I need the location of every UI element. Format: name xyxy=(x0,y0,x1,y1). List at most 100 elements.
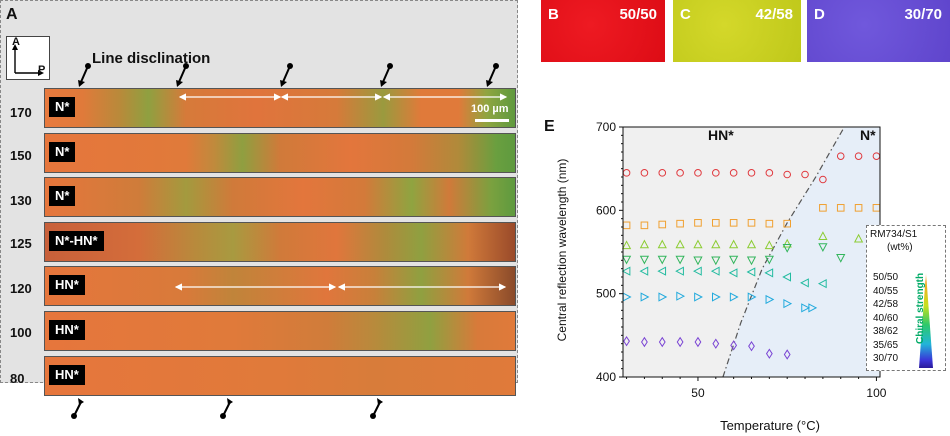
chiral-strength-label: Chiral strength xyxy=(915,272,926,344)
data-point xyxy=(818,231,828,240)
data-point xyxy=(623,335,630,347)
data-point xyxy=(640,292,650,302)
data-point xyxy=(712,219,720,227)
phase-label: N* xyxy=(49,186,76,206)
region-label-n: N* xyxy=(860,127,876,143)
data-point xyxy=(729,255,739,265)
data-point xyxy=(658,336,666,348)
disclination-arrow-icon xyxy=(71,398,84,419)
tile-ratio: 42/58 xyxy=(755,6,793,23)
data-point xyxy=(657,255,667,265)
scale-bar-label: 100 µm xyxy=(471,103,509,115)
panel-e-letter: E xyxy=(544,118,555,135)
data-point xyxy=(693,239,703,249)
data-point xyxy=(728,268,738,278)
micrograph-strip-125: N*-HN* xyxy=(44,222,516,262)
data-point xyxy=(853,233,864,243)
data-point xyxy=(746,256,757,266)
phase-label: N*-HN* xyxy=(49,231,104,251)
data-point xyxy=(782,244,792,253)
data-point xyxy=(783,299,793,309)
data-point xyxy=(748,340,755,352)
reflection-tile-c: C 42/58 xyxy=(673,0,801,62)
data-point xyxy=(782,272,791,282)
axis-p-label: P xyxy=(38,64,46,76)
chart-axes: 400 500 600 700 50 100 xyxy=(596,120,887,400)
phase-label: HN* xyxy=(49,275,85,295)
data-point xyxy=(746,239,757,249)
phase-label: HN* xyxy=(49,365,85,385)
x-axis-label: Temperature (°C) xyxy=(720,418,820,433)
data-point xyxy=(819,175,827,184)
temperature-label: 80 xyxy=(10,371,25,386)
tile-ratio: 30/70 xyxy=(904,6,942,23)
data-point xyxy=(712,292,721,302)
disclination-label: Line disclination xyxy=(92,50,211,67)
legend-item: 38/62 xyxy=(873,326,899,337)
data-point xyxy=(729,219,738,227)
data-point xyxy=(836,204,845,212)
micrograph-strip-130: N* xyxy=(44,177,516,217)
disclination-arrow-icon xyxy=(220,398,233,419)
data-point xyxy=(729,239,739,249)
scale-bar xyxy=(475,119,509,122)
legend-box: RM734/S1 (wt%) 50/50 40/55 42/58 40/60 38/62… xyxy=(866,225,946,371)
legend-item: 35/65 xyxy=(873,339,899,351)
data-point xyxy=(712,169,720,177)
polarizer-axes-icon xyxy=(12,44,44,76)
data-point xyxy=(694,292,703,302)
y-tick-label: 400 xyxy=(596,370,616,384)
stripe-width-arrows xyxy=(174,93,508,291)
data-point xyxy=(730,340,738,351)
data-point xyxy=(657,239,667,249)
disclination-arrow-icon xyxy=(176,63,189,87)
data-point xyxy=(712,338,720,349)
region-label-hn: HN* xyxy=(708,127,734,143)
reflection-tile-b: B 50/50 xyxy=(541,0,665,62)
data-point xyxy=(693,256,703,266)
data-point xyxy=(819,204,827,212)
data-point xyxy=(817,279,827,289)
boundary-curve xyxy=(722,126,845,378)
micrograph-strip-80: HN* xyxy=(44,356,516,396)
legend-title: RM734/S1 xyxy=(870,229,918,240)
data-point xyxy=(783,170,791,179)
data-point xyxy=(836,152,845,160)
data-points xyxy=(621,152,881,360)
data-point xyxy=(676,219,684,228)
data-point xyxy=(765,348,773,359)
y-tick-label: 500 xyxy=(596,287,616,301)
data-point xyxy=(675,239,685,249)
wavelength-temperature-chart: 400 500 600 700 50 100 HN* N* Temperature (°C… xyxy=(555,120,887,433)
data-point xyxy=(711,256,721,266)
axis-a-label: A xyxy=(12,36,20,48)
data-point xyxy=(782,238,792,248)
disclination-arrow-icon xyxy=(486,63,499,87)
data-point xyxy=(621,266,631,276)
tile-letter: C xyxy=(680,6,691,23)
data-point xyxy=(765,219,774,228)
legend-item: 42/58 xyxy=(873,299,899,310)
bottom-disclination-arrows xyxy=(71,398,383,419)
data-point xyxy=(694,169,702,177)
temperature-label: 150 xyxy=(10,148,32,163)
legend-item: 40/60 xyxy=(873,312,899,324)
disclination-arrow-icon xyxy=(380,63,393,87)
data-point xyxy=(694,336,702,348)
data-point xyxy=(836,254,846,263)
data-point xyxy=(641,336,648,348)
data-point xyxy=(746,267,756,277)
data-point xyxy=(854,152,863,160)
data-point xyxy=(676,336,684,348)
data-point xyxy=(783,219,791,228)
temperature-label: 120 xyxy=(10,281,32,296)
data-point xyxy=(676,169,684,177)
data-point xyxy=(783,349,791,360)
y-tick-label: 700 xyxy=(596,120,616,134)
data-point xyxy=(676,291,686,301)
disclination-arrow-icon xyxy=(280,63,293,87)
data-point xyxy=(764,240,774,250)
reflection-tile-d: D 30/70 xyxy=(807,0,950,62)
phase-label: N* xyxy=(49,142,76,162)
data-point xyxy=(621,255,632,265)
